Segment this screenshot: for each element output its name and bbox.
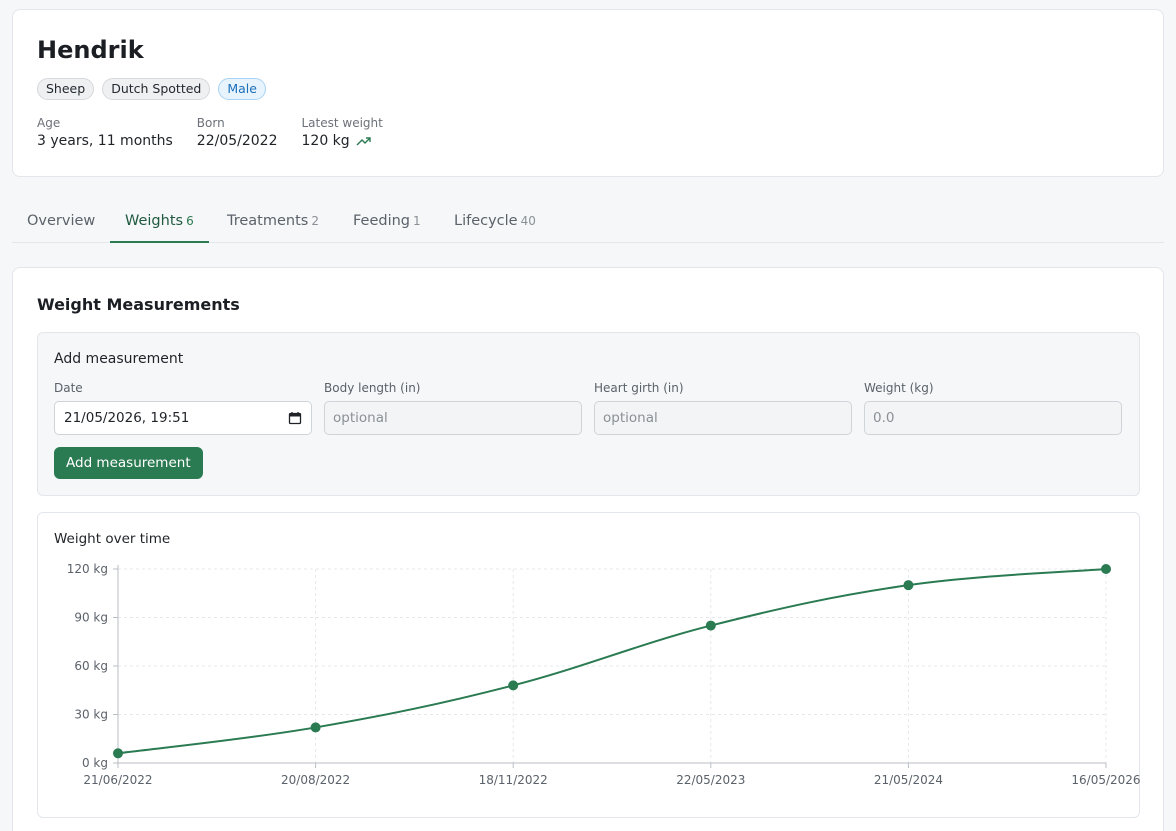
born-stat: Born 22/05/2022 [197, 116, 278, 149]
x-tick-label: 22/05/2023 [676, 773, 745, 787]
tab-bar: Overview Weights 6 Treatments 2 Feeding 1 L… [12, 201, 1164, 243]
tab-lifecycle-count: 40 [520, 214, 536, 228]
tab-feeding-label: Feeding [353, 213, 411, 229]
trending-up-icon [356, 137, 371, 146]
x-tick-label: 21/05/2024 [874, 773, 943, 787]
tab-feeding-count: 1 [413, 214, 421, 228]
tab-lifecycle-label: Lifecycle [454, 213, 518, 229]
x-tick-label: 20/08/2022 [281, 773, 350, 787]
tab-overview-label: Overview [27, 213, 96, 229]
weight-series-line [117, 568, 1107, 755]
latest-weight-label: Latest weight [301, 116, 383, 130]
heart-girth-input[interactable] [594, 401, 852, 435]
add-measurement-title: Add measurement [54, 351, 184, 367]
stats-row: Age 3 years, 11 months Born 22/05/2022 L… [37, 116, 383, 149]
x-tick-label: 21/06/2022 [83, 773, 152, 787]
breed-tag: Dutch Spotted [102, 78, 211, 100]
y-tick-label: 120 kg [67, 562, 108, 576]
age-stat: Age 3 years, 11 months [37, 116, 173, 149]
tab-overview[interactable]: Overview [27, 201, 95, 243]
animal-name: Hendrik [37, 36, 144, 64]
born-label: Born [196, 116, 225, 130]
body-length-input[interactable] [324, 401, 582, 435]
data-point [705, 620, 716, 631]
date-value: 21/05/2026, 19:51 [64, 410, 190, 426]
age-value: 3 years, 11 months [37, 133, 173, 149]
date-input[interactable]: 21/05/2026, 19:51 [54, 401, 312, 435]
data-point [310, 722, 321, 733]
weight-chart: 0 kg 30 kg 60 kg 90 kg 120 kg 21/06/2022 20/08… [67, 562, 1141, 787]
tab-treatments[interactable]: Treatments 2 [227, 201, 319, 243]
tab-weights[interactable]: Weights 6 [110, 201, 209, 243]
animal-profile-card: Hendrik Sheep Dutch Spotted Male Age 3 y… [12, 9, 1164, 177]
y-tick-label: 0 kg [82, 756, 108, 770]
y-tick-label: 60 kg [74, 659, 108, 673]
data-point [113, 748, 123, 759]
add-measurement-panel: Add measurement Date 21/05/2026, 19:51 B… [37, 332, 1140, 496]
heart-girth-field: Heart girth (in) [594, 381, 852, 435]
data-point [1101, 564, 1111, 574]
species-tag: Sheep [37, 78, 95, 100]
tab-feeding[interactable]: Feeding 1 [353, 201, 421, 243]
data-point [508, 680, 519, 691]
tab-treatments-count: 2 [311, 214, 319, 228]
body-length-field: Body length (in) [324, 381, 582, 435]
heart-girth-label: Heart girth (in) [594, 381, 684, 395]
weight-field: Weight (kg) [864, 381, 1122, 435]
latest-weight-value: 120 kg [301, 133, 350, 149]
latest-weight-row: 120 kg [302, 133, 383, 149]
date-field: Date 21/05/2026, 19:51 [54, 381, 312, 435]
tag-list: Sheep Dutch Spotted Male [37, 78, 266, 100]
body-length-label: Body length (in) [324, 381, 421, 395]
weight-chart-panel: Weight over time 0 kg 30 kg 60 kg 90 kg 120 … [37, 512, 1141, 818]
latest-weight-stat: Latest weight 120 kg [302, 116, 383, 149]
weight-input[interactable] [864, 401, 1122, 435]
tab-weights-count: 6 [186, 214, 194, 228]
date-label: Date [54, 381, 83, 395]
x-tick-label: 16/05/2026 [1071, 773, 1140, 787]
add-measurement-button[interactable]: Add measurement [54, 447, 203, 479]
data-point [903, 580, 914, 591]
tab-weights-label: Weights [125, 213, 184, 229]
chart-title: Weight over time [54, 531, 171, 547]
tab-lifecycle[interactable]: Lifecycle 40 [454, 201, 536, 243]
section-title: Weight Measurements [37, 295, 240, 314]
weight-label: Weight (kg) [864, 381, 934, 395]
y-tick-label: 90 kg [74, 611, 108, 625]
born-value: 22/05/2022 [196, 133, 278, 149]
tab-treatments-label: Treatments [227, 213, 309, 229]
y-tick-label: 30 kg [74, 708, 108, 722]
calendar-icon[interactable] [288, 411, 302, 425]
sex-tag: Male [218, 78, 266, 100]
x-tick-label: 18/11/2022 [479, 773, 548, 787]
age-label: Age [37, 116, 61, 130]
weights-card: Weight Measurements Add measurement Date… [12, 267, 1164, 831]
